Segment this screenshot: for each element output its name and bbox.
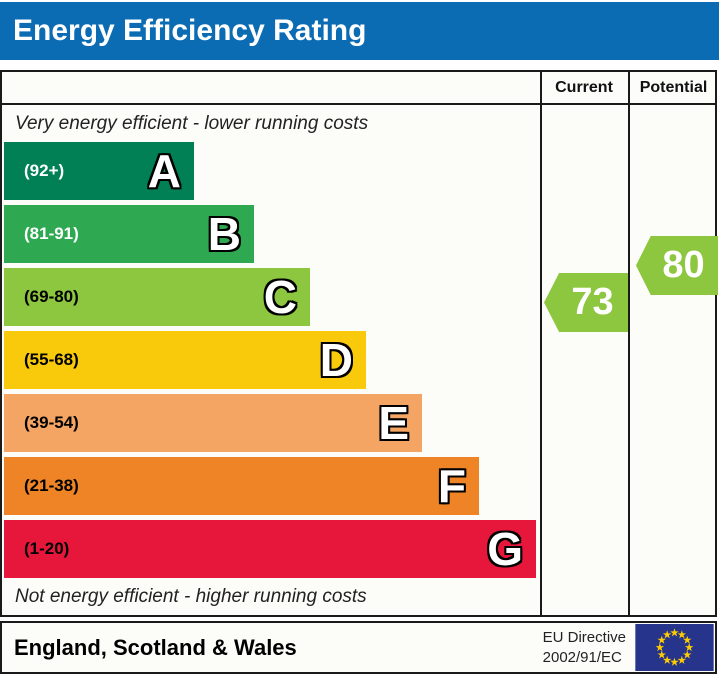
band-bar-g: (1-20) G	[4, 520, 536, 578]
band-letter: E	[378, 397, 409, 449]
band-row-c: (69-80) C	[4, 268, 540, 326]
title-bar: Energy Efficiency Rating	[0, 2, 719, 60]
band-row-g: (1-20) G	[4, 520, 540, 578]
current-rating-value: 73	[571, 281, 614, 323]
eu-flag-icon	[635, 624, 714, 671]
column-header-potential: Potential	[639, 79, 708, 96]
band-range-label: (1-20)	[24, 539, 70, 558]
band-bar-e: (39-54) E	[4, 394, 422, 452]
band-row-f: (21-38) F	[4, 457, 540, 515]
column-header-row: Current Potential	[2, 72, 715, 105]
band-row-d: (55-68) D	[4, 331, 540, 389]
footer: England, Scotland & Wales EU Directive 2…	[0, 621, 717, 674]
band-letter: F	[437, 460, 466, 512]
band-row-e: (39-54) E	[4, 394, 540, 452]
band-bar-b: (81-91) B	[4, 205, 254, 263]
band-bar-a: (92+) A	[4, 142, 194, 200]
page-title: Energy Efficiency Rating	[13, 14, 367, 47]
column-header-current: Current	[555, 79, 613, 96]
band-letter: D	[319, 334, 353, 386]
bands-container: (92+) A (81-91) B (69-80) C (55-68) D (39-54) E (2…	[4, 142, 540, 583]
band-bar-f: (21-38) F	[4, 457, 479, 515]
bottom-note: Not energy efficient - higher running co…	[15, 585, 367, 607]
band-letter: G	[487, 523, 523, 575]
eu-directive-line1: EU Directive	[542, 629, 626, 646]
potential-rating-value: 80	[662, 244, 705, 286]
band-bar-c: (69-80) C	[4, 268, 310, 326]
region-label: England, Scotland & Wales	[14, 634, 297, 660]
band-range-label: (69-80)	[24, 287, 79, 306]
band-letter: A	[147, 145, 181, 197]
potential-column-divider	[628, 72, 630, 615]
current-rating-arrow: 73	[544, 273, 628, 332]
band-bar-d: (55-68) D	[4, 331, 366, 389]
potential-rating-arrow: 80	[636, 236, 718, 295]
top-note: Very energy efficient - lower running co…	[15, 112, 369, 134]
current-column-divider	[540, 72, 542, 615]
band-range-label: (81-91)	[24, 224, 79, 243]
rating-chart: Current Potential Very energy efficient …	[0, 70, 718, 617]
band-letter: B	[207, 208, 241, 260]
band-range-label: (55-68)	[24, 350, 79, 369]
band-range-label: (92+)	[24, 161, 65, 180]
band-row-b: (81-91) B	[4, 205, 540, 263]
band-range-label: (21-38)	[24, 476, 79, 495]
eu-directive-label: EU Directive 2002/91/EC	[543, 628, 626, 667]
band-letter: C	[263, 271, 297, 323]
band-range-label: (39-54)	[24, 413, 79, 432]
eu-directive-line2: 2002/91/EC	[542, 648, 622, 666]
band-row-a: (92+) A	[4, 142, 540, 200]
